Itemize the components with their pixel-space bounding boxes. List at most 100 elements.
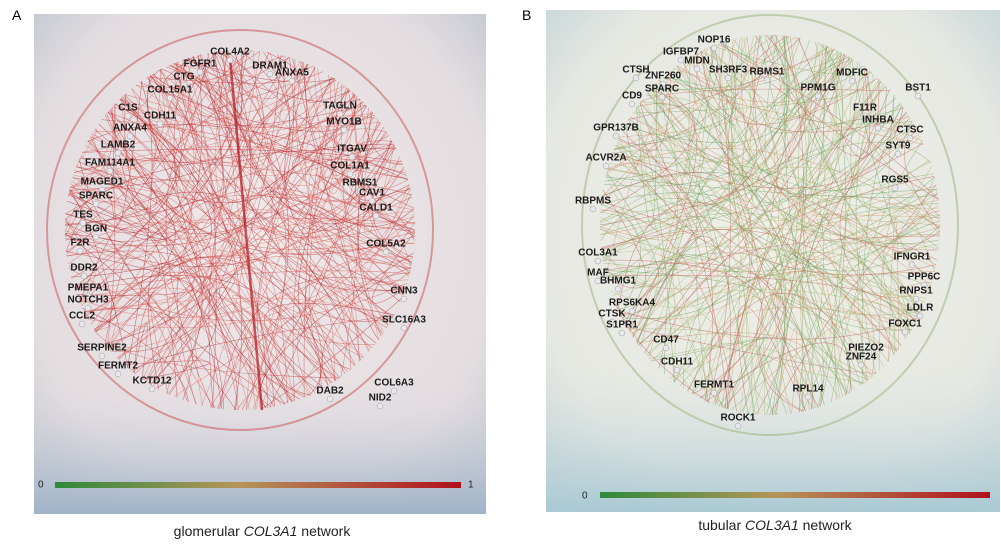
node-label: MIDN [684,56,710,67]
node-label: BST1 [905,83,931,94]
node-label: SH3RF3 [709,65,748,76]
node-dot [678,57,684,63]
node-dot [149,386,155,392]
node-label: F11R [853,103,878,114]
node-label: F2R [71,238,91,249]
node-dot [659,94,665,100]
node-label: ANXA4 [113,123,147,134]
node-dot [909,262,915,268]
node-label: COL15A1 [147,85,192,96]
node-label: SLC16A3 [382,315,426,326]
node-label: COL3A1 [578,248,618,259]
node-dot [674,367,680,373]
node-label: PMEPA1 [68,283,109,294]
node-dot [115,371,121,377]
colorbar-a [55,482,461,488]
node-label: SYT9 [885,141,910,152]
colorbar-min: 0 [38,480,44,491]
node-label: DAB2 [316,386,344,397]
node-label: MYO1B [326,117,362,128]
node-label: SPARC [79,191,113,202]
node-dot [327,396,333,402]
node-label: RGS5 [881,175,909,186]
node-label: CTSK [598,309,626,320]
node-label: RBPMS [575,196,611,207]
node-dot [613,133,619,139]
node-dot [725,75,731,81]
node-label: CCL2 [69,311,96,322]
node-dot [629,308,635,314]
node-label: FOXC1 [888,319,922,330]
node-label: MAGED1 [81,177,124,188]
node-dot [289,78,295,84]
node-dot [99,353,105,359]
node-dot [125,113,131,119]
node-dot [377,403,383,409]
node-label: ACVR2A [585,153,626,164]
node-dot [805,394,811,400]
node-dot [915,93,921,99]
caption-text: network [297,523,351,539]
node-dot [197,69,203,75]
node-dot [77,248,83,254]
node-label: BHMG1 [600,276,637,287]
node-label: RPL14 [792,384,824,395]
node-label: IFNGR1 [894,252,931,263]
node-dot [858,362,864,368]
node-dot [619,330,625,336]
node-label: S1PR1 [606,320,638,331]
node-dot [711,45,717,51]
node-dot [373,213,379,219]
node-label: CTG [173,72,194,83]
node-dot [711,390,717,396]
node-label: RNPS1 [899,286,933,297]
node-label: NID2 [369,393,392,404]
node-dot [267,71,273,77]
node-label: CD47 [653,335,679,346]
node-dot [913,296,919,302]
node-label: CNN3 [390,286,418,297]
node-label: RPS6KA4 [609,298,656,309]
panel-letter: B [522,7,531,23]
node-label: LDLR [907,303,934,314]
node-dot [615,286,621,292]
node-dot [349,154,355,160]
node-dot [127,133,133,139]
node-dot [875,125,881,131]
node-dot [694,66,700,72]
node-label: CDH11 [661,357,694,368]
node-label: SERPINE2 [77,343,127,354]
node-dot [93,234,99,240]
node-label: FERMT1 [694,380,734,391]
node-dot [401,296,407,302]
node-label: PPP6C [908,272,941,283]
panel-b-shade [546,360,1000,512]
node-dot [81,273,87,279]
node-label: CALD1 [359,203,393,214]
caption-gene: COL3A1 [745,517,799,533]
node-label: FGFR1 [184,59,217,70]
node-label: ANXA5 [275,68,309,79]
node-label: TES [73,210,93,221]
node-dot [391,388,397,394]
node-label: CAV1 [359,188,385,199]
node-dot [383,249,389,255]
node-dot [590,206,596,212]
node-label: COL6A3 [374,378,414,389]
node-dot [633,75,639,81]
node-dot [663,345,669,351]
node-label: DDR2 [70,263,98,274]
node-label: GPR137B [593,123,639,134]
node-dot [401,325,407,331]
node-label: ITGAV [337,144,367,155]
node-dot [595,258,601,264]
node-label: RBMS1 [749,67,784,78]
node-dot [849,78,855,84]
caption: glomerular COL3A1 network [174,523,352,539]
node-dot [157,121,163,127]
node-label: ZNF260 [645,71,682,82]
node-dot [115,150,121,156]
node-dot [815,93,821,99]
node-dot [902,329,908,335]
node-label: PPM1G [800,83,835,94]
